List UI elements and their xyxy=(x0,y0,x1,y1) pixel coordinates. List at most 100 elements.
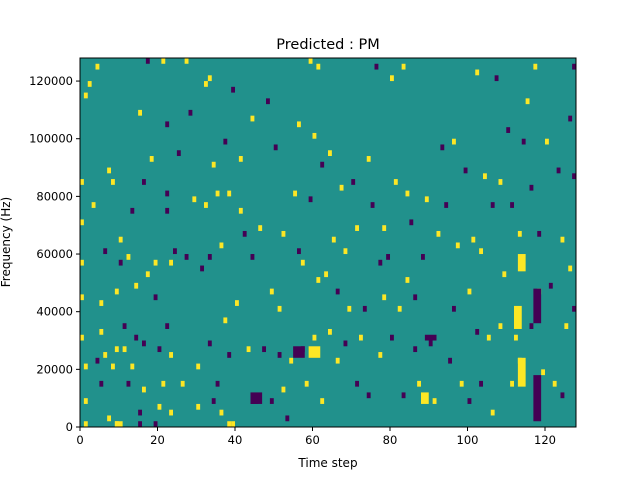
heatmap-cell-90 xyxy=(246,346,251,353)
heatmap-cells xyxy=(80,58,576,427)
heatmap-cell-18 xyxy=(107,167,112,174)
y-axis-label: Frequency (Hz) xyxy=(0,197,13,288)
heatmap-cell-143 xyxy=(382,225,387,231)
heatmap-cell-31 xyxy=(130,207,135,214)
heatmap-cell-210 xyxy=(572,305,576,312)
heatmap-cell-117 xyxy=(316,63,321,70)
heatmap-cell-209 xyxy=(572,63,576,70)
heatmap-cell-69 xyxy=(204,202,208,208)
heatmap-cell-82 xyxy=(227,352,232,358)
heatmap-block-6 xyxy=(517,254,526,272)
heatmap-cell-152 xyxy=(405,277,410,283)
heatmap-cell-147 xyxy=(393,179,398,185)
heatmap-block-5 xyxy=(533,375,542,422)
heatmap-cell-196 xyxy=(537,230,542,237)
heatmap-cell-121 xyxy=(324,271,329,278)
heatmap-cell-51 xyxy=(165,190,170,197)
heatmap-cell-130 xyxy=(347,305,352,312)
y-axis: 0 20000 40000 60000 80000 100000 120000 xyxy=(29,74,80,434)
heatmap-cell-77 xyxy=(219,242,224,249)
heatmap-cell-102 xyxy=(277,352,282,358)
heatmap-cell-63 xyxy=(188,109,193,116)
heatmap-cell-12 xyxy=(95,357,100,364)
heatmap-cell-154 xyxy=(413,294,418,301)
heatmap-cell-53 xyxy=(165,121,170,128)
heatmap-cell-159 xyxy=(428,340,433,347)
heatmap-cell-139 xyxy=(374,63,379,70)
heatmap-cell-112 xyxy=(304,380,309,387)
heatmap-cell-156 xyxy=(417,380,422,387)
heatmap-cell-145 xyxy=(390,334,394,341)
heatmap-cell-19 xyxy=(107,415,112,422)
heatmap-cell-153 xyxy=(409,219,414,226)
heatmap-cell-185 xyxy=(506,127,511,133)
heatmap-cell-37 xyxy=(138,421,143,427)
heatmap-cell-104 xyxy=(281,386,286,393)
heatmap-cell-129 xyxy=(343,340,348,347)
heatmap-cell-108 xyxy=(297,121,301,128)
heatmap-cell-17 xyxy=(103,248,108,255)
heatmap-cell-47 xyxy=(157,346,162,353)
heatmap-cell-118 xyxy=(316,277,321,283)
heatmap-cell-41 xyxy=(145,271,150,278)
heatmap-cell-68 xyxy=(204,81,208,87)
y-tick-label: 0 xyxy=(66,420,73,434)
heatmap-cell-89 xyxy=(242,230,247,237)
heatmap-cell-187 xyxy=(510,202,515,208)
heatmap-cell-2 xyxy=(80,259,84,266)
heatmap-cell-163 xyxy=(444,202,449,208)
heatmap-cell-116 xyxy=(312,132,317,139)
heatmap-cell-54 xyxy=(165,323,170,329)
heatmap-cell-49 xyxy=(161,58,166,64)
heatmap-cell-114 xyxy=(308,196,313,203)
heatmap-cell-107 xyxy=(293,190,298,197)
heatmap-cell-61 xyxy=(184,58,189,64)
heatmap-cell-106 xyxy=(289,357,294,364)
heatmap-cell-42 xyxy=(145,58,150,64)
heatmap-cell-36 xyxy=(138,409,143,416)
heatmap-cell-125 xyxy=(335,288,340,295)
heatmap-cell-165 xyxy=(452,138,456,145)
heatmap-cell-124 xyxy=(331,236,336,243)
heatmap-cell-150 xyxy=(401,392,406,399)
heatmap-cell-43 xyxy=(149,156,154,162)
heatmap-cell-5 xyxy=(83,363,88,370)
heatmap-cell-105 xyxy=(285,415,290,422)
heatmap-cell-0 xyxy=(80,219,84,226)
heatmap-cell-29 xyxy=(126,380,131,387)
heatmap-cell-58 xyxy=(173,248,177,255)
heatmap-cell-191 xyxy=(521,138,526,145)
heatmap-cell-189 xyxy=(517,230,522,237)
heatmap-cell-193 xyxy=(529,184,534,191)
x-tick-label: 40 xyxy=(228,433,243,447)
heatmap-cell-84 xyxy=(231,421,236,427)
heatmap-cell-20 xyxy=(111,363,115,370)
heatmap-cell-55 xyxy=(169,259,174,266)
heatmap-cell-27 xyxy=(122,346,127,353)
heatmap-cell-208 xyxy=(572,173,576,180)
heatmap-cell-52 xyxy=(165,207,170,214)
heatmap-block-4 xyxy=(517,357,526,387)
heatmap-cell-88 xyxy=(238,156,243,162)
heatmap-cell-83 xyxy=(227,421,232,427)
heatmap-cell-22 xyxy=(114,346,119,353)
heatmap-cell-50 xyxy=(161,380,166,387)
heatmap-cell-183 xyxy=(498,323,503,329)
heatmap-cell-200 xyxy=(548,282,553,289)
heatmap-cell-167 xyxy=(455,242,460,249)
heatmap-cell-155 xyxy=(413,346,418,353)
heatmap-cell-13 xyxy=(99,380,104,387)
heatmap-cell-164 xyxy=(448,357,453,364)
heatmap-cell-146 xyxy=(390,75,394,82)
heatmap-cell-177 xyxy=(483,173,487,180)
heatmap-cell-15 xyxy=(99,300,104,306)
heatmap-cell-203 xyxy=(560,236,565,243)
heatmap-cell-39 xyxy=(142,386,146,393)
x-tick-label: 100 xyxy=(457,433,479,447)
heatmap-cell-204 xyxy=(560,392,565,399)
x-tick-label: 60 xyxy=(305,433,320,447)
heatmap-cell-10 xyxy=(91,202,96,208)
heatmap-cell-46 xyxy=(153,421,158,427)
heatmap-cell-182 xyxy=(498,179,503,185)
heatmap-cell-173 xyxy=(475,69,480,76)
